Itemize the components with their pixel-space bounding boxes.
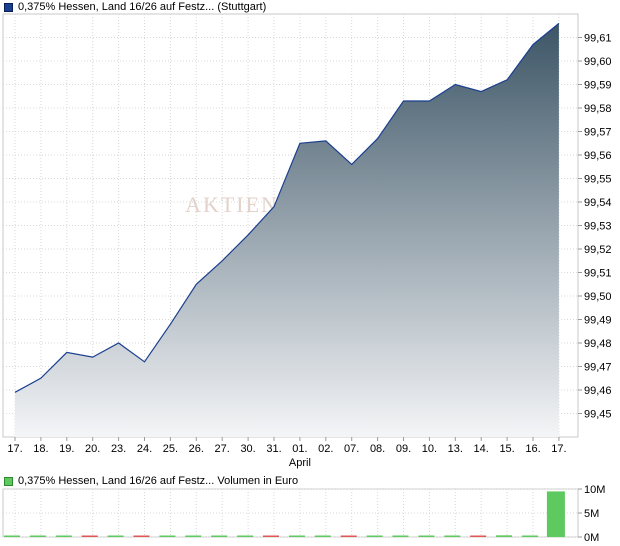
legend-price-label: 0,375% Hessen, Land 16/26 auf Festz... (…: [18, 1, 267, 13]
x-tick-label: 17.: [551, 443, 566, 455]
volume-plot-frame: [2, 488, 579, 538]
volume-bar: [366, 535, 383, 537]
volume-bar: [4, 535, 20, 537]
x-tick-label: 10.: [422, 443, 437, 455]
volume-bar: [314, 535, 331, 537]
watermark: AKTIEN: [185, 192, 279, 217]
legend-price: 0,375% Hessen, Land 16/26 auf Festz... (…: [4, 1, 266, 13]
x-tick-label: 17.: [7, 443, 22, 455]
y-tick-label: 99,53: [584, 221, 612, 233]
volume-bar: [133, 535, 150, 537]
y-tick-label: 99,45: [584, 409, 612, 421]
volume-tick-label: 10M: [584, 484, 605, 496]
x-tick-label: 24.: [137, 443, 152, 455]
volume-bar: [211, 535, 228, 537]
x-tick-label: 09.: [396, 443, 411, 455]
y-tick-label: 99,46: [584, 385, 612, 397]
y-tick-label: 99,54: [584, 197, 612, 209]
x-tick-label: 23.: [111, 443, 126, 455]
x-tick-label: 16.: [525, 443, 540, 455]
volume-bar: [470, 535, 487, 537]
volume-bar: [288, 535, 305, 537]
x-tick-label: 19.: [59, 443, 74, 455]
volume-bar: [546, 491, 565, 537]
x-tick-label: 25.: [163, 443, 178, 455]
volume-bar: [107, 535, 124, 537]
legend-volume-swatch: [4, 476, 13, 486]
volume-bar: [522, 535, 538, 537]
x-tick-label: 01.: [292, 443, 307, 455]
legend-volume: 0,375% Hessen, Land 16/26 auf Festz... V…: [4, 475, 298, 487]
volume-bar: [55, 535, 72, 537]
x-month-label: April: [289, 457, 311, 469]
x-tick-label: 14.: [474, 443, 489, 455]
y-tick-label: 99,51: [584, 268, 612, 280]
y-tick-label: 99,60: [584, 56, 612, 68]
volume-bar: [340, 535, 357, 537]
volume-tick-label: 0M: [584, 532, 599, 544]
volume-bar: [496, 535, 513, 537]
x-tick-label: 13.: [448, 443, 463, 455]
volume-tick-label: 5M: [584, 508, 599, 520]
volume-bar: [81, 535, 98, 537]
x-tick-label: 08.: [370, 443, 385, 455]
y-tick-label: 99,49: [584, 315, 612, 327]
x-tick-label: 02.: [318, 443, 333, 455]
y-tick-label: 99,57: [584, 127, 612, 139]
x-tick-label: 15.: [499, 443, 514, 455]
x-tick-label: 18.: [33, 443, 48, 455]
legend-volume-label: 0,375% Hessen, Land 16/26 auf Festz... V…: [18, 475, 299, 487]
price-area: [15, 23, 559, 438]
price-line: [14, 22, 560, 393]
volume-bar: [29, 535, 46, 537]
y-tick-label: 99,61: [584, 33, 612, 45]
y-tick-label: 99,50: [584, 291, 612, 303]
y-tick-label: 99,58: [584, 103, 612, 115]
volume-bar: [237, 535, 254, 537]
legend-price-swatch: [4, 2, 13, 12]
volume-bar: [185, 535, 202, 537]
x-tick-label: 27.: [215, 443, 230, 455]
y-tick-label: 99,56: [584, 150, 612, 162]
y-tick-label: 99,52: [584, 244, 612, 256]
volume-bar: [159, 535, 176, 537]
y-tick-label: 99,59: [584, 80, 612, 92]
x-tick-label: 26.: [189, 443, 204, 455]
volume-bar: [418, 535, 435, 537]
y-tick-label: 99,55: [584, 174, 612, 186]
volume-bar: [392, 535, 409, 537]
y-tick-label: 99,48: [584, 338, 612, 350]
x-tick-label: 20.: [85, 443, 100, 455]
x-tick-label: 30.: [240, 443, 255, 455]
volume-bar: [263, 535, 279, 537]
y-tick-label: 99,47: [584, 362, 612, 374]
x-tick-label: 31.: [266, 443, 281, 455]
volume-bar: [444, 535, 461, 537]
x-tick-label: 07.: [344, 443, 359, 455]
